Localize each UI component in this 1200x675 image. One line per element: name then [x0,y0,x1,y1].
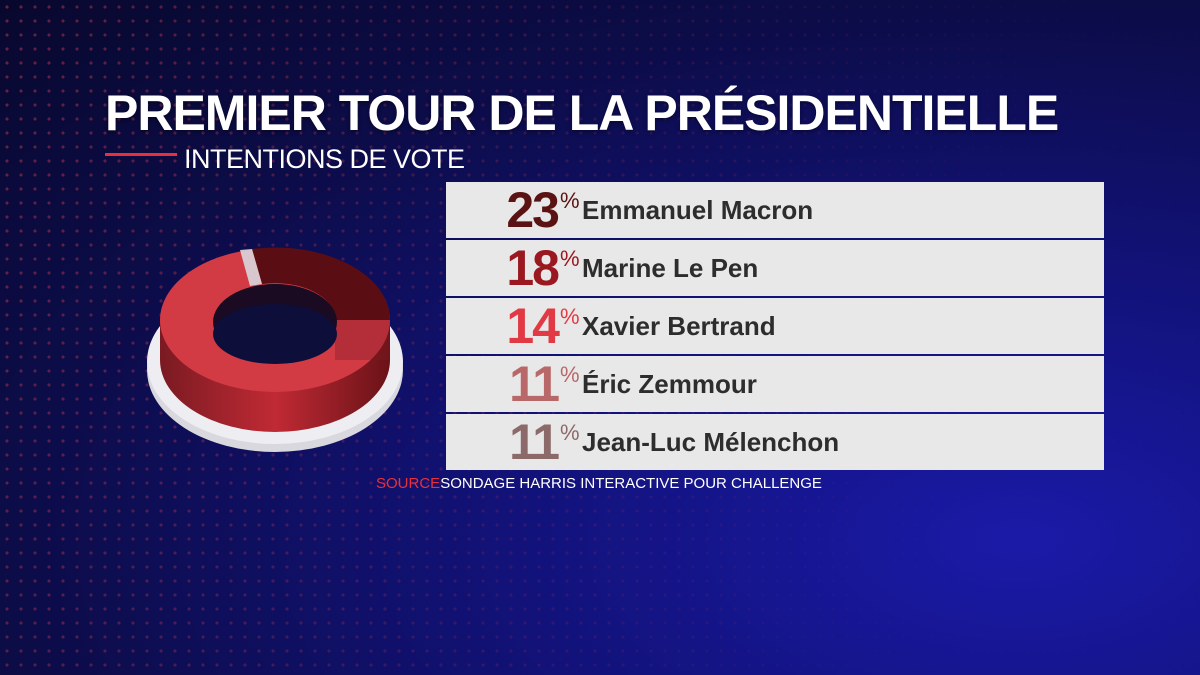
percent-sign: % [560,246,580,271]
results-table: 23 % Emmanuel Macron 18 % Marine Le Pen … [446,182,1104,472]
table-row: 18 % Marine Le Pen [446,240,1104,296]
percent-sign: % [560,420,580,445]
percentage-value: 11 [509,414,560,470]
page-title: PREMIER TOUR DE LA PRÉSIDENTIELLE [105,85,1059,141]
table-row: 11 % Éric Zemmour [446,356,1104,412]
candidate-name: Jean-Luc Mélenchon [582,426,840,457]
percent-sign: % [560,362,580,387]
source-credit: SOURCESONDAGE HARRIS INTERACTIVE POUR CH… [376,475,822,492]
candidate-name: Emmanuel Macron [582,194,814,225]
candidate-name: Éric Zemmour [582,368,757,399]
table-row: 14 % Xavier Bertrand [446,298,1104,354]
table-row: 23 % Emmanuel Macron [446,182,1104,238]
percent-sign: % [560,188,580,213]
candidate-name: Marine Le Pen [582,252,759,283]
table-row: 11 % Jean-Luc Mélenchon [446,414,1104,470]
candidate-name: Xavier Bertrand [582,310,776,341]
source-text: SONDAGE HARRIS INTERACTIVE POUR CHALLENG… [440,475,822,492]
subtitle-accent-line [105,153,177,156]
percent-sign: % [560,304,580,329]
percentage-value: 14 [506,298,560,354]
percentage-value: 18 [506,240,560,296]
donut-chart-graphic [147,247,403,452]
percentage-value: 11 [509,356,560,412]
percentage-value: 23 [506,182,560,238]
source-label: SOURCE [376,475,441,492]
page-subtitle: INTENTIONS DE VOTE [184,144,465,174]
